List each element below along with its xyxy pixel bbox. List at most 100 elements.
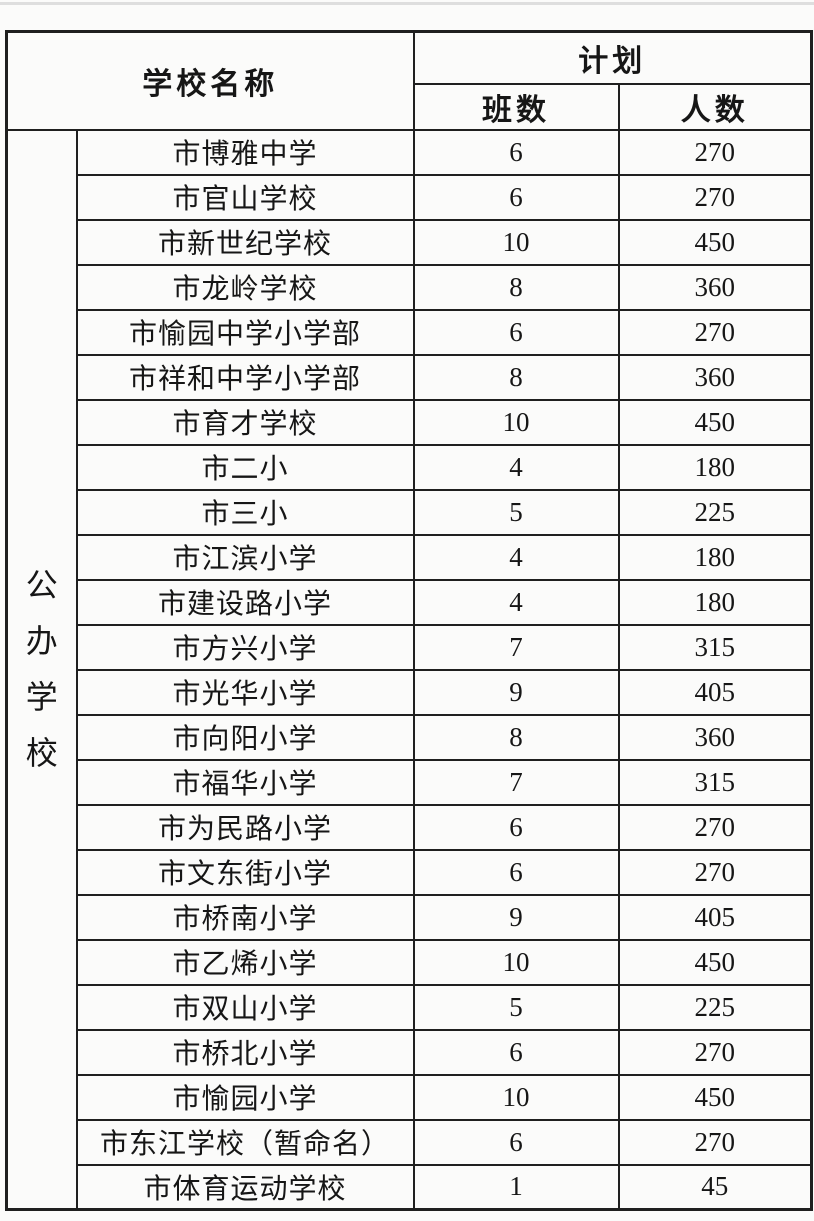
- cell-students: 180: [617, 578, 813, 626]
- category-label-char: 公: [25, 567, 58, 604]
- cell-school-name: 市方兴小学: [75, 623, 415, 671]
- header-plan: 计划: [412, 30, 813, 85]
- cell-school-name: 市祥和中学小学部: [75, 353, 415, 401]
- cell-classes: 10: [412, 938, 620, 986]
- table-row: 市桥南小学 9 405: [7, 893, 813, 941]
- table-row: 市乙烯小学 10 450: [7, 938, 813, 986]
- cell-students: 270: [617, 848, 813, 896]
- cell-classes: 8: [412, 263, 620, 311]
- cell-school-name: 市新世纪学校: [75, 218, 415, 266]
- cell-classes: 5: [412, 488, 620, 536]
- table-row: 市官山学校 6 270: [7, 173, 813, 221]
- table-row: 市文东街小学 6 270: [7, 848, 813, 896]
- cell-students: 45: [617, 1163, 813, 1211]
- header-school-name: 学校名称: [5, 30, 415, 131]
- header-students: 人数: [617, 82, 813, 131]
- cell-school-name: 市江滨小学: [75, 533, 415, 581]
- header-row-top: 学校名称 计划: [5, 30, 813, 131]
- cell-classes: 7: [412, 758, 620, 806]
- cell-students: 315: [617, 758, 813, 806]
- cell-students: 270: [617, 128, 813, 176]
- table-row: 市二小 4 180: [7, 443, 813, 491]
- cell-classes: 6: [412, 803, 620, 851]
- cell-classes: 6: [412, 1028, 620, 1076]
- cell-classes: 9: [412, 893, 620, 941]
- table-row: 市龙岭学校 8 360: [7, 263, 813, 311]
- cell-students: 360: [617, 713, 813, 761]
- cell-classes: 6: [412, 848, 620, 896]
- cell-school-name: 市体育运动学校: [75, 1163, 415, 1211]
- cell-school-name: 市博雅中学: [75, 128, 415, 176]
- cell-school-name: 市愉园小学: [75, 1073, 415, 1121]
- category-label-char: 学: [25, 679, 58, 716]
- cell-school-name: 市福华小学: [75, 758, 415, 806]
- header-classes: 班数: [412, 82, 620, 131]
- cell-classes: 4: [412, 443, 620, 491]
- cell-students: 450: [617, 398, 813, 446]
- cell-students: 225: [617, 488, 813, 536]
- table-row: 市桥北小学 6 270: [7, 1028, 813, 1076]
- table-row: 市方兴小学 7 315: [7, 623, 813, 671]
- table-header: 学校名称 计划 班数 人数: [5, 30, 813, 131]
- cell-school-name: 市向阳小学: [75, 713, 415, 761]
- cell-students: 450: [617, 1073, 813, 1121]
- table-row: 市育才学校 10 450: [7, 398, 813, 446]
- table-row: 市双山小学 5 225: [7, 983, 813, 1031]
- cell-school-name: 市东江学校（暂命名）: [75, 1118, 415, 1166]
- cell-classes: 6: [412, 173, 620, 221]
- cell-school-name: 市龙岭学校: [75, 263, 415, 311]
- cell-students: 270: [617, 308, 813, 356]
- cell-school-name: 市官山学校: [75, 173, 415, 221]
- cell-students: 270: [617, 1028, 813, 1076]
- cell-classes: 6: [412, 308, 620, 356]
- cell-classes: 8: [412, 713, 620, 761]
- cell-classes: 10: [412, 218, 620, 266]
- cell-school-name: 市桥北小学: [75, 1028, 415, 1076]
- cell-classes: 6: [412, 128, 620, 176]
- cell-school-name: 市乙烯小学: [75, 938, 415, 986]
- table-row: 市向阳小学 8 360: [7, 713, 813, 761]
- cell-classes: 7: [412, 623, 620, 671]
- cell-school-name: 市建设路小学: [75, 578, 415, 626]
- table-row: 市愉园中学小学部 6 270: [7, 308, 813, 356]
- cell-school-name: 市育才学校: [75, 398, 415, 446]
- scan-artifact-line: [0, 2, 814, 5]
- cell-students: 180: [617, 443, 813, 491]
- table-row: 公办学校市博雅中学 6 270: [5, 128, 813, 1211]
- cell-students: 450: [617, 938, 813, 986]
- table-row: 市东江学校（暂命名） 6 270: [7, 1118, 813, 1166]
- table-row: 市江滨小学 4 180: [7, 533, 813, 581]
- table-row: 市新世纪学校 10 450: [7, 218, 813, 266]
- cell-classes: 10: [412, 1073, 620, 1121]
- cell-school-name: 市光华小学: [75, 668, 415, 716]
- table-row: 市建设路小学 4 180: [7, 578, 813, 626]
- cell-classes: 9: [412, 668, 620, 716]
- category-label: 公办学校: [9, 567, 75, 772]
- cell-students: 360: [617, 263, 813, 311]
- cell-classes: 4: [412, 578, 620, 626]
- table-body: 公办学校市博雅中学 6 270 市官山学校 6 270 市新世纪学校 10 450 市龙岭学校 8 3…: [5, 128, 813, 1211]
- cell-students: 180: [617, 533, 813, 581]
- cell-classes: 1: [412, 1163, 620, 1211]
- category-label-char: 校: [25, 735, 58, 772]
- cell-classes: 5: [412, 983, 620, 1031]
- table-row: 市光华小学 9 405: [7, 668, 813, 716]
- cell-school-name: 市愉园中学小学部: [75, 308, 415, 356]
- cell-classes: 4: [412, 533, 620, 581]
- table-row: 市愉园小学 10 450: [7, 1073, 813, 1121]
- category-label-char: 办: [25, 623, 58, 660]
- cell-school-name: 市三小: [75, 488, 415, 536]
- cell-school-name: 市桥南小学: [75, 893, 415, 941]
- table-row: 市为民路小学 6 270: [7, 803, 813, 851]
- cell-school-name: 市二小: [75, 443, 415, 491]
- table-row: 市祥和中学小学部 8 360: [7, 353, 813, 401]
- cell-school-name: 市为民路小学: [75, 803, 415, 851]
- cell-classes: 10: [412, 398, 620, 446]
- cell-students: 360: [617, 353, 813, 401]
- category-cell-public-schools: 公办学校: [5, 128, 78, 1211]
- cell-students: 270: [617, 803, 813, 851]
- table-row: 市体育运动学校 1 45: [7, 1163, 813, 1211]
- cell-students: 405: [617, 893, 813, 941]
- cell-students: 405: [617, 668, 813, 716]
